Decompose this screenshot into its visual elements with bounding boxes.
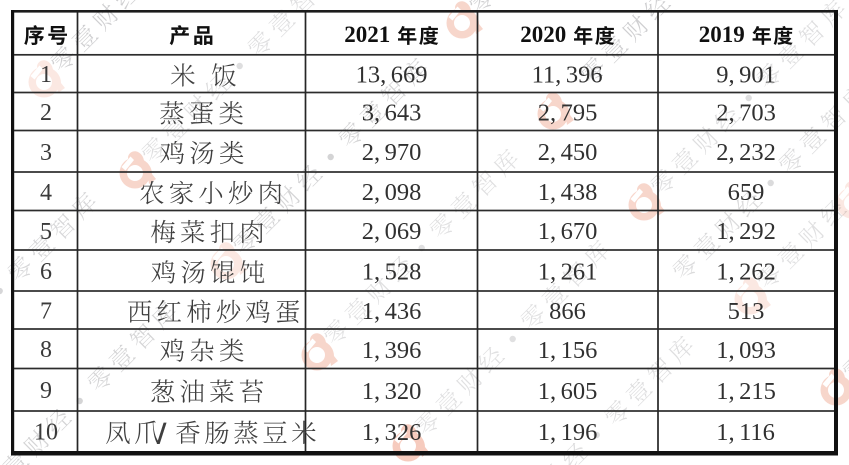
svg-text:1,605: 1, 605 [538, 378, 598, 405]
svg-text:1,320: 1, 320 [362, 378, 422, 405]
svg-text:2021: 2021 [344, 22, 390, 47]
svg-text:1,292: 1, 292 [716, 218, 776, 245]
svg-text:1,670: 1, 670 [538, 218, 598, 245]
svg-text:2,703: 2, 703 [716, 100, 776, 127]
svg-text:3,643: 3, 643 [362, 100, 422, 127]
svg-text:1,156: 1, 156 [538, 337, 598, 364]
svg-text:1,326: 1, 326 [362, 419, 422, 446]
svg-text:5: 5 [40, 219, 52, 245]
svg-text:2,232: 2, 232 [716, 139, 776, 166]
svg-text:2,795: 2, 795 [538, 100, 598, 127]
svg-text:2020: 2020 [520, 22, 566, 47]
svg-text:2,069: 2, 069 [362, 218, 422, 245]
svg-text:11,396: 11, 396 [532, 62, 603, 89]
svg-text:1,093: 1, 093 [716, 337, 776, 364]
svg-text:13,669: 13, 669 [356, 62, 428, 89]
svg-text:9,901: 9, 901 [716, 62, 776, 89]
svg-text:866: 866 [549, 298, 586, 325]
svg-text:2: 2 [40, 100, 52, 126]
svg-text:2019: 2019 [699, 22, 745, 47]
svg-text:1,262: 1, 262 [716, 259, 776, 286]
svg-text:2,450: 2, 450 [538, 139, 598, 166]
svg-text:2,970: 2, 970 [362, 139, 422, 166]
svg-text:513: 513 [728, 298, 765, 325]
svg-text:1,196: 1, 196 [538, 419, 598, 446]
svg-text:1,215: 1, 215 [716, 378, 776, 405]
svg-text:2,098: 2, 098 [362, 179, 422, 206]
svg-text:1,436: 1, 436 [362, 298, 422, 325]
svg-text:1: 1 [40, 62, 52, 88]
svg-text:7: 7 [40, 299, 52, 325]
svg-text:1,438: 1, 438 [538, 179, 598, 206]
svg-text:10: 10 [34, 420, 58, 446]
svg-text:659: 659 [728, 179, 765, 206]
svg-text:6: 6 [40, 259, 52, 285]
svg-text:3: 3 [40, 140, 52, 166]
svg-text:1,261: 1, 261 [538, 259, 598, 286]
svg-text:8: 8 [40, 337, 52, 363]
svg-text:4: 4 [40, 180, 52, 206]
svg-text:9: 9 [40, 378, 52, 404]
svg-text:1,396: 1, 396 [362, 337, 422, 364]
svg-text:1,528: 1, 528 [362, 259, 422, 286]
svg-text:1,116: 1, 116 [716, 419, 775, 446]
